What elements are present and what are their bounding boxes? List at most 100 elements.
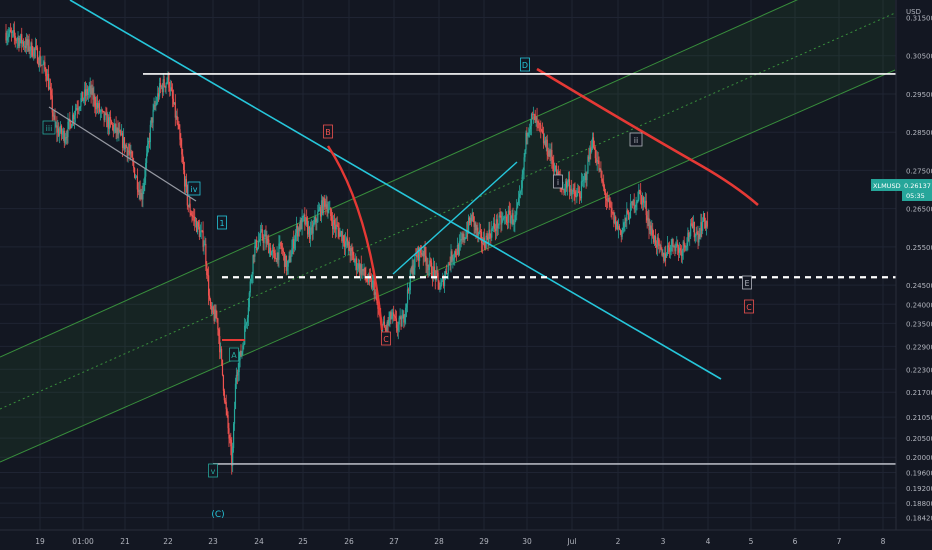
candle-body-down: [496, 219, 498, 229]
candle-body-down: [480, 230, 482, 232]
candle-body-up: [622, 227, 624, 230]
candle-body-up: [637, 199, 639, 202]
candle-body-up: [97, 103, 100, 108]
candle-body-down: [190, 213, 192, 216]
candle-body-down: [76, 108, 78, 110]
ascending-channel[interactable]: [0, 0, 896, 463]
candle-body-up: [232, 423, 235, 449]
time-tick-label: 6: [793, 537, 798, 546]
channel-upper-line[interactable]: [0, 0, 895, 358]
channel-lower-line[interactable]: [0, 69, 896, 463]
candle-body-up: [245, 322, 248, 325]
candle-body-down: [121, 133, 124, 148]
candle-body-up: [196, 222, 199, 233]
candle-body-up: [692, 221, 695, 228]
candle-body-down: [430, 262, 433, 276]
candle-body-up: [502, 218, 504, 220]
candle-body-up: [284, 255, 287, 267]
time-axis[interactable]: 19 01:00 21 22 23 24 25 26 27 28 29 30 Jul 2 3 4 5 6 7 8: [35, 537, 885, 546]
candle-body-down: [579, 196, 582, 199]
candle-body-down: [154, 105, 156, 107]
trend-drawings[interactable]: [48, 0, 759, 380]
candle-body-up: [67, 121, 69, 138]
candle-body-down: [351, 248, 353, 252]
candle-body-up: [584, 173, 586, 176]
candle-body-up: [19, 39, 21, 47]
candle-body-up: [636, 201, 638, 203]
candle-body-down: [433, 266, 435, 272]
time-tick-label: Jul: [566, 537, 576, 546]
candle-body-up: [301, 216, 303, 230]
candle-body-up: [288, 255, 290, 261]
candle-body-up: [700, 222, 702, 237]
candle-body-up: [248, 292, 250, 308]
candle-body-up: [454, 251, 456, 258]
cyan-downtrend-line[interactable]: [69, 0, 722, 380]
candle-body-up: [572, 188, 574, 192]
candle-body-down: [151, 117, 153, 123]
candle-body-down: [631, 201, 633, 206]
candle-body-down: [455, 251, 457, 255]
candle-body-up: [124, 144, 126, 149]
red-curve-projection[interactable]: [536, 67, 759, 206]
wave-label: D: [522, 61, 528, 70]
candle-body-down: [90, 85, 92, 95]
candle-body-down: [331, 216, 333, 222]
candle-body-down: [273, 250, 275, 254]
candle-body-up: [501, 219, 503, 225]
candle-body-up: [651, 228, 653, 235]
channel-mid-line[interactable]: [0, 12, 896, 410]
candle-body-down: [612, 212, 614, 214]
candle-body-up: [73, 115, 76, 120]
candle-body-down: [539, 123, 541, 125]
candle-body-down: [47, 73, 50, 90]
candle-body-down: [330, 207, 332, 217]
candle-body-down: [289, 255, 291, 262]
candle-body-down: [343, 235, 345, 243]
candle-body-up: [635, 202, 637, 207]
candle-body-down: [549, 150, 551, 157]
candle-body-down: [470, 217, 472, 222]
candle-body-down: [34, 48, 36, 50]
candle-body-down: [438, 280, 440, 290]
candle-body-down: [588, 156, 590, 160]
candle-body-down: [568, 179, 571, 192]
candle-body-up: [435, 270, 437, 281]
candle-body-down: [403, 314, 405, 323]
candle-body-up: [266, 238, 268, 244]
time-tick-label: 30: [522, 537, 532, 546]
candle-body-up: [74, 110, 76, 116]
candle-body-up: [252, 255, 254, 275]
candle-body-up: [130, 151, 132, 154]
candle-body-up: [244, 325, 246, 345]
candle-body-up: [57, 128, 59, 133]
time-tick-label: 26: [344, 537, 354, 546]
time-tick-label: 01:00: [72, 537, 94, 546]
cyan-uptrend-segment[interactable]: [392, 161, 518, 275]
candle-body-down: [164, 86, 166, 88]
candle-body-up: [459, 240, 461, 242]
candle-body-down: [579, 192, 581, 197]
candle-body-up: [287, 260, 289, 267]
candle-body-up: [313, 222, 315, 225]
candle-body-down: [369, 274, 371, 277]
candle-body-down: [95, 105, 97, 110]
candle-body-up: [405, 307, 407, 318]
candle-body-down: [32, 55, 34, 57]
candle-body-up: [122, 137, 125, 148]
candle-body-up: [55, 125, 57, 127]
red-curve-b-to-c[interactable]: [326, 145, 384, 331]
candle-body-up: [17, 38, 19, 40]
grey-trend-line[interactable]: [48, 106, 197, 202]
candle-body-up: [634, 206, 636, 210]
time-tick-label: 8: [881, 537, 886, 546]
candle-body-down: [336, 224, 338, 226]
candle-body-down: [660, 245, 662, 250]
candle-body-up: [264, 234, 266, 237]
candle-body-down: [207, 275, 209, 276]
candle-body-down: [706, 221, 708, 227]
candle-body-down: [505, 216, 508, 223]
